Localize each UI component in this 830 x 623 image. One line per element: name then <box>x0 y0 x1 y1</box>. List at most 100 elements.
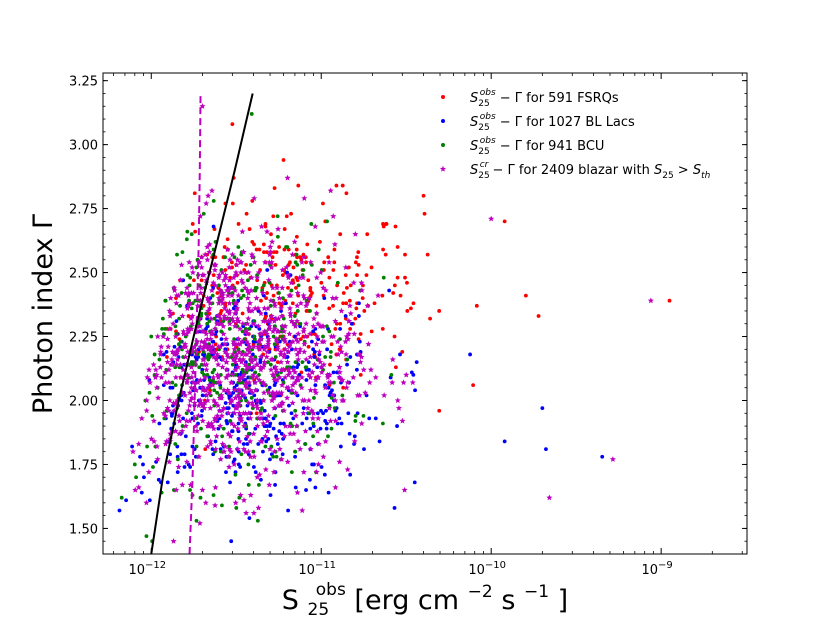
data-point <box>369 265 374 270</box>
data-point <box>198 254 205 260</box>
data-point <box>297 346 304 352</box>
data-point <box>329 396 334 400</box>
data-point <box>182 341 189 347</box>
data-point <box>250 430 257 437</box>
data-point <box>186 259 193 265</box>
data-point <box>245 289 252 296</box>
data-point <box>236 387 243 393</box>
data-point <box>247 415 254 421</box>
data-point <box>173 361 180 368</box>
data-point <box>243 384 250 391</box>
data-point <box>292 314 297 318</box>
data-point <box>206 241 213 248</box>
data-point <box>189 320 196 327</box>
data-point <box>398 293 403 298</box>
data-point <box>287 292 294 299</box>
x-tick-exponent: −9 <box>658 560 673 571</box>
data-point <box>179 398 184 403</box>
data-point <box>199 486 206 493</box>
data-point <box>315 411 320 416</box>
data-point <box>290 430 297 437</box>
data-point <box>320 453 327 460</box>
data-point <box>302 333 309 340</box>
data-point <box>246 364 253 370</box>
data-point <box>236 222 241 226</box>
data-point <box>181 416 186 421</box>
data-point <box>135 484 142 491</box>
data-point <box>162 369 169 375</box>
data-point <box>300 421 305 426</box>
data-point <box>271 293 276 298</box>
data-point <box>312 355 317 359</box>
data-point <box>305 242 310 247</box>
data-point <box>336 369 343 375</box>
data-point <box>408 306 413 311</box>
data-point <box>176 430 183 437</box>
data-point <box>224 470 228 475</box>
data-point <box>312 349 317 354</box>
data-point <box>217 343 224 350</box>
data-point <box>262 250 266 255</box>
data-point <box>303 320 310 327</box>
data-point <box>248 287 255 294</box>
data-point <box>389 356 396 363</box>
data-point <box>238 351 245 358</box>
data-point <box>223 366 230 373</box>
data-point <box>437 309 442 313</box>
data-point <box>317 323 324 329</box>
data-point <box>294 286 298 290</box>
data-point <box>173 486 180 493</box>
data-point <box>229 284 236 291</box>
data-point <box>188 394 196 401</box>
data-point <box>185 229 190 234</box>
data-point <box>286 286 290 290</box>
data-point <box>166 397 173 404</box>
data-point <box>226 320 233 327</box>
data-point <box>395 275 400 280</box>
data-point <box>314 427 321 434</box>
data-point <box>177 277 184 283</box>
data-point <box>229 371 236 378</box>
data-point <box>236 438 243 445</box>
data-point <box>313 274 320 281</box>
data-point <box>208 420 215 427</box>
data-point <box>198 495 203 500</box>
data-point <box>269 328 277 334</box>
data-point <box>187 283 192 288</box>
data-point <box>192 278 196 283</box>
data-point <box>310 323 317 329</box>
data-point <box>182 422 189 429</box>
data-point <box>199 426 203 431</box>
data-point <box>119 495 124 500</box>
data-point <box>322 384 329 391</box>
data-point <box>221 448 228 455</box>
data-point <box>261 328 268 334</box>
data-point <box>240 248 247 255</box>
data-point <box>356 250 361 255</box>
data-point <box>220 387 227 393</box>
data-point <box>383 252 388 257</box>
data-point <box>273 355 278 359</box>
data-point <box>311 329 315 334</box>
data-point <box>229 539 234 544</box>
data-point <box>143 499 150 506</box>
data-point <box>231 461 238 468</box>
legend-text: − Γ for 2409 blazar with <box>488 163 654 178</box>
data-point <box>331 268 336 272</box>
data-point <box>190 444 195 449</box>
data-point <box>300 328 307 334</box>
data-point <box>248 358 255 365</box>
data-point <box>222 443 229 450</box>
data-point <box>271 317 278 324</box>
data-point <box>353 260 358 265</box>
data-point <box>261 449 265 454</box>
data-point <box>221 426 226 431</box>
data-point <box>203 330 210 337</box>
data-point <box>215 374 222 381</box>
data-point <box>296 348 303 355</box>
data-point <box>356 392 363 398</box>
data-point <box>309 262 314 267</box>
x-title-exp2: −1 <box>524 582 549 602</box>
data-point <box>157 421 162 426</box>
data-point <box>307 353 314 360</box>
